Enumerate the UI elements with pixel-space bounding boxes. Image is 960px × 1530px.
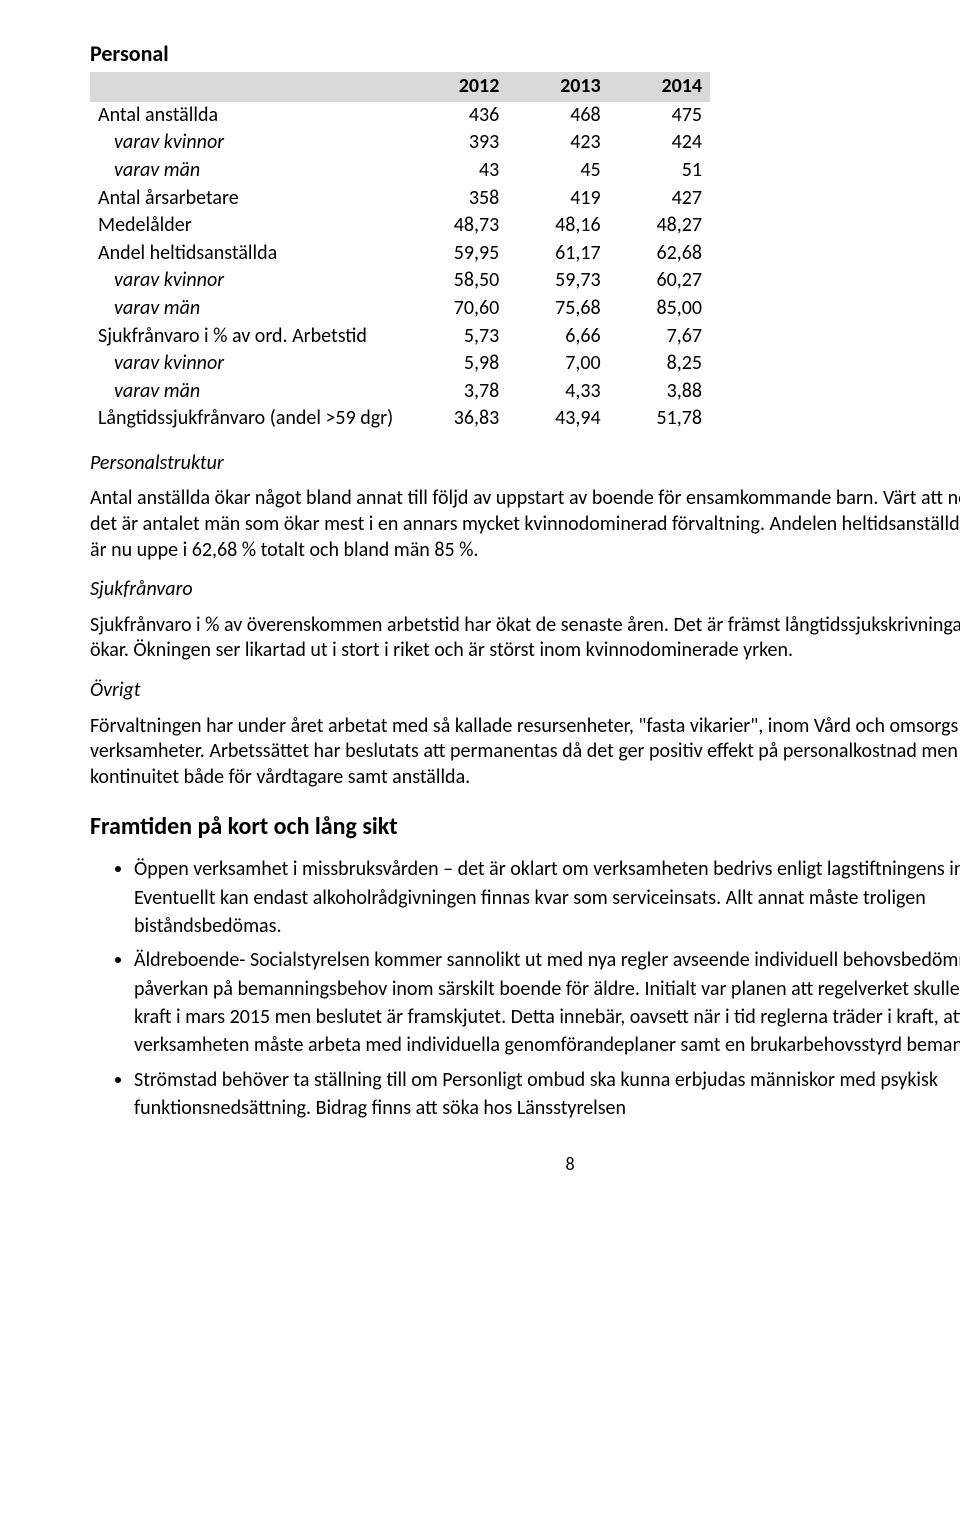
table-row: varav män434551 [90, 157, 710, 185]
para-sjukfranvaro: Sjukfrånvaro i % av överenskommen arbets… [90, 613, 960, 664]
table-row-label: Långtidssjukfrånvaro (andel >59 dgr) [90, 405, 406, 433]
table-cell: 48,73 [406, 212, 507, 240]
table-header-year-1: 2013 [507, 72, 608, 102]
subheading-sjukfranvaro: Sjukfrånvaro [90, 577, 960, 603]
table-header-row: 2012 2013 2014 [90, 72, 710, 102]
table-row: Antal årsarbetare358419427 [90, 185, 710, 213]
bullet-list-framtiden: Öppen verksamhet i missbruksvården – det… [110, 855, 960, 1123]
table-cell: 424 [609, 129, 710, 157]
list-item: Äldreboende- Socialstyrelsen kommer sann… [134, 946, 960, 1060]
table-row-label: varav kvinnor [90, 267, 406, 295]
table-row: Antal anställda436468475 [90, 102, 710, 130]
table-row-label: varav kvinnor [90, 350, 406, 378]
para-ovrigt: Förvaltningen har under året arbetat med… [90, 714, 960, 791]
table-cell: 48,16 [507, 212, 608, 240]
table-cell: 48,27 [609, 212, 710, 240]
table-row-label: Antal anställda [90, 102, 406, 130]
table-cell: 59,73 [507, 267, 608, 295]
table-cell: 427 [609, 185, 710, 213]
table-cell: 423 [507, 129, 608, 157]
table-cell: 8,25 [609, 350, 710, 378]
table-cell: 358 [406, 185, 507, 213]
subheading-personalstruktur: Personalstruktur [90, 451, 960, 477]
table-cell: 59,95 [406, 240, 507, 268]
table-row-label: varav män [90, 378, 406, 406]
table-cell: 43 [406, 157, 507, 185]
table-row-label: varav män [90, 295, 406, 323]
table-cell: 7,67 [609, 323, 710, 351]
table-cell: 436 [406, 102, 507, 130]
page-number: 8 [90, 1153, 960, 1176]
list-item: Öppen verksamhet i missbruksvården – det… [134, 855, 960, 940]
table-cell: 393 [406, 129, 507, 157]
list-item: Strömstad behöver ta ställning till om P… [134, 1066, 960, 1123]
table-cell: 6,66 [507, 323, 608, 351]
table-row: varav kvinnor393423424 [90, 129, 710, 157]
table-cell: 61,17 [507, 240, 608, 268]
table-row-label: Medelålder [90, 212, 406, 240]
table-cell: 85,00 [609, 295, 710, 323]
heading-framtiden: Framtiden på kort och lång sikt [90, 812, 960, 843]
table-row: varav män70,6075,6885,00 [90, 295, 710, 323]
table-row-label: Antal årsarbetare [90, 185, 406, 213]
table-row: Långtidssjukfrånvaro (andel >59 dgr)36,8… [90, 405, 710, 433]
table-cell: 36,83 [406, 405, 507, 433]
personal-table: 2012 2013 2014 Antal anställda436468475v… [90, 72, 710, 433]
table-header-year-2: 2014 [609, 72, 710, 102]
table-cell: 70,60 [406, 295, 507, 323]
section-title-personal: Personal [90, 40, 960, 68]
table-header-blank [90, 72, 406, 102]
subheading-ovrigt: Övrigt [90, 678, 960, 704]
table-header-year-0: 2012 [406, 72, 507, 102]
table-row-label: Andel heltidsanställda [90, 240, 406, 268]
para-personalstruktur: Antal anställda ökar något bland annat t… [90, 486, 960, 563]
table-cell: 3,78 [406, 378, 507, 406]
table-cell: 4,33 [507, 378, 608, 406]
table-cell: 5,98 [406, 350, 507, 378]
table-cell: 45 [507, 157, 608, 185]
table-cell: 75,68 [507, 295, 608, 323]
table-row-label: varav kvinnor [90, 129, 406, 157]
table-cell: 7,00 [507, 350, 608, 378]
table-row: varav kvinnor58,5059,7360,27 [90, 267, 710, 295]
table-row: varav män3,784,333,88 [90, 378, 710, 406]
table-row: Andel heltidsanställda59,9561,1762,68 [90, 240, 710, 268]
table-cell: 43,94 [507, 405, 608, 433]
table-cell: 51 [609, 157, 710, 185]
table-cell: 475 [609, 102, 710, 130]
table-row: Medelålder48,7348,1648,27 [90, 212, 710, 240]
table-cell: 60,27 [609, 267, 710, 295]
table-cell: 62,68 [609, 240, 710, 268]
table-row-label: varav män [90, 157, 406, 185]
table-cell: 5,73 [406, 323, 507, 351]
table-cell: 3,88 [609, 378, 710, 406]
table-cell: 58,50 [406, 267, 507, 295]
table-row: varav kvinnor5,987,008,25 [90, 350, 710, 378]
table-cell: 51,78 [609, 405, 710, 433]
table-row-label: Sjukfrånvaro i % av ord. Arbetstid [90, 323, 406, 351]
table-row: Sjukfrånvaro i % av ord. Arbetstid5,736,… [90, 323, 710, 351]
table-cell: 419 [507, 185, 608, 213]
table-cell: 468 [507, 102, 608, 130]
